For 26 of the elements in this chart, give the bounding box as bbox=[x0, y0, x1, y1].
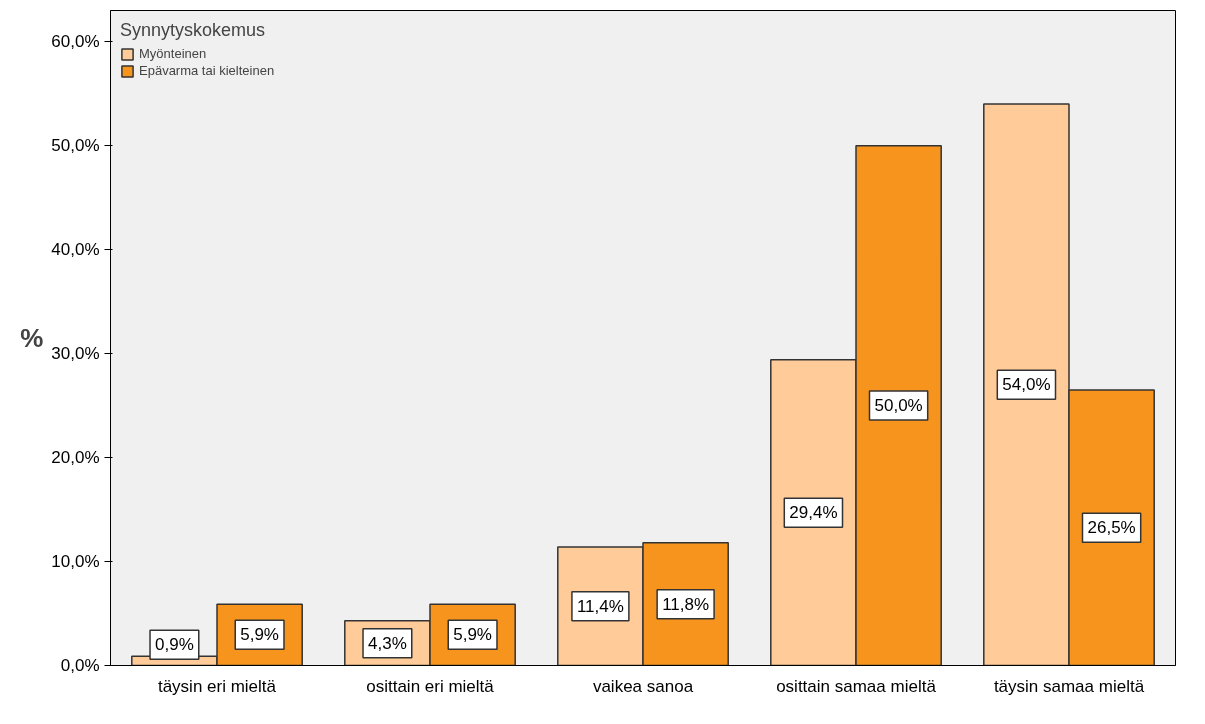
y-tick-label: 30,0% bbox=[51, 344, 100, 364]
data-label: 0,9% bbox=[155, 635, 194, 655]
y-tick-label: 20,0% bbox=[51, 448, 100, 468]
y-tick-label: 40,0% bbox=[51, 240, 100, 260]
x-tick-label: täysin samaa mieltä bbox=[993, 676, 1145, 696]
data-label: 5,9% bbox=[453, 625, 492, 645]
data-label: 29,4% bbox=[789, 503, 838, 523]
legend-label: Myönteinen bbox=[139, 46, 207, 61]
data-label: 11,8% bbox=[662, 594, 710, 614]
y-tick-label: 60,0% bbox=[51, 32, 100, 52]
y-tick-label: 0,0% bbox=[60, 656, 100, 675]
data-label: 50,0% bbox=[874, 396, 923, 416]
x-tick-label: täysin eri mieltä bbox=[157, 676, 277, 696]
data-label: 54,0% bbox=[1002, 375, 1051, 395]
legend-label: Epävarma tai kielteinen bbox=[139, 63, 275, 78]
data-label: 26,5% bbox=[1087, 518, 1136, 538]
y-tick-label: 50,0% bbox=[51, 136, 100, 156]
x-tick-label: vaikea sanoa bbox=[592, 676, 694, 696]
data-label: 11,4% bbox=[576, 596, 624, 616]
data-label: 5,9% bbox=[240, 625, 279, 645]
data-label: 4,3% bbox=[368, 633, 407, 653]
x-tick-label: osittain samaa mieltä bbox=[776, 676, 937, 696]
x-tick-label: osittain eri mieltä bbox=[366, 676, 495, 696]
y-axis-title: % bbox=[20, 323, 44, 353]
y-tick-label: 10,0% bbox=[51, 552, 100, 572]
legend-title: Synnytyskokemus bbox=[120, 20, 267, 41]
